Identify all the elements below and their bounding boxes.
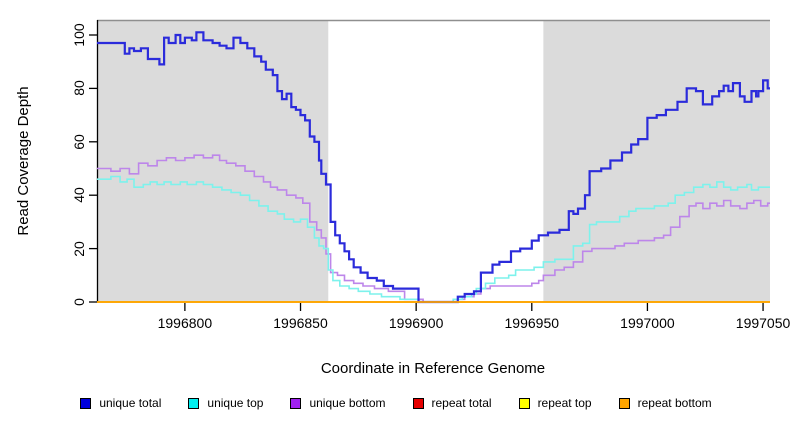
y-tick-label: 80 xyxy=(71,80,87,97)
legend-item: repeat top xyxy=(518,396,592,410)
legend-swatch-icon xyxy=(80,397,92,409)
series-unique-bottom xyxy=(97,154,770,303)
legend-label: unique top xyxy=(207,396,264,410)
x-tick-label: 1996950 xyxy=(504,315,560,331)
legend-swatch-icon xyxy=(518,397,530,409)
y-tick-label: 0 xyxy=(71,298,87,306)
legend-label: repeat total xyxy=(431,396,492,410)
legend-label: unique total xyxy=(99,396,162,410)
y-tick-label: 20 xyxy=(71,240,87,257)
legend-item: unique bottom xyxy=(290,396,386,410)
legend-swatch-icon xyxy=(412,397,424,409)
legend-item: repeat total xyxy=(412,396,492,410)
legend-label: repeat top xyxy=(537,396,592,410)
legend-item: repeat bottom xyxy=(618,396,712,410)
legend-swatch-icon xyxy=(290,397,302,409)
legend-label: repeat bottom xyxy=(637,396,712,410)
legend-item: unique total xyxy=(80,396,161,410)
legend-item: unique top xyxy=(188,396,263,410)
y-tick-label: 40 xyxy=(71,187,87,203)
legend-swatch-icon xyxy=(188,397,200,409)
x-axis-title: Coordinate in Reference Genome xyxy=(320,360,546,377)
legend: unique total unique top unique bottom repea… xyxy=(0,396,792,410)
x-tick-label: 1996900 xyxy=(388,315,444,331)
x-tick-label: 1997000 xyxy=(620,315,675,331)
right-gray-region xyxy=(543,20,770,302)
y-axis-title: Read Coverage Depth xyxy=(15,86,32,236)
legend-swatch-icon xyxy=(618,397,630,409)
x-tick-label: 1996850 xyxy=(273,315,328,331)
left-gray-region xyxy=(97,20,329,302)
y-tick-label: 100 xyxy=(71,23,87,47)
x-tick-label: 1996800 xyxy=(157,315,213,331)
legend-label: unique bottom xyxy=(309,396,386,410)
y-tick-label: 60 xyxy=(71,134,87,150)
x-tick-label: 1997050 xyxy=(735,315,791,331)
series-unique-top xyxy=(97,175,770,303)
series-unique-total xyxy=(97,31,770,304)
